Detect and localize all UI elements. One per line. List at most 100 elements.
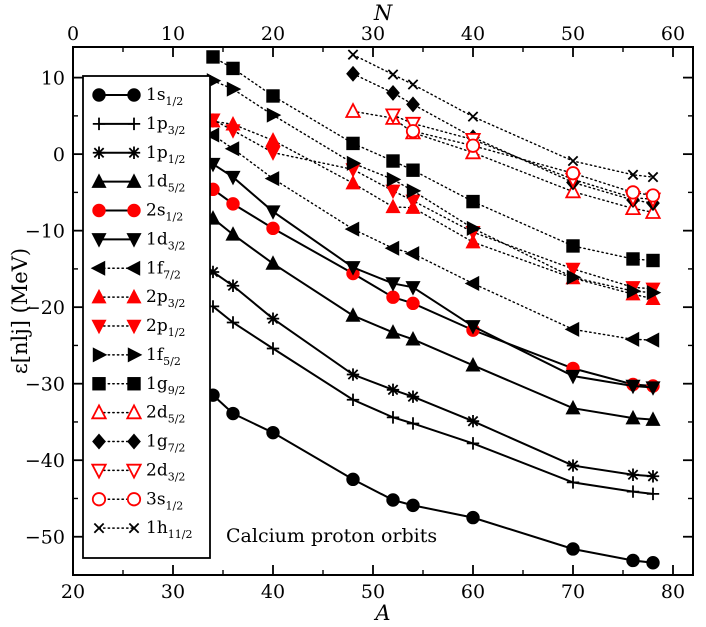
y-axis-title: ε[nlj] (MeV)	[8, 248, 32, 374]
data-point	[625, 409, 641, 425]
legend-label: 2p1/2	[146, 316, 185, 339]
data-point	[566, 542, 580, 556]
legend-entry: 1g7/2	[92, 432, 185, 455]
data-point	[406, 296, 420, 311]
data-point	[386, 171, 402, 187]
legend-entry: 1p3/2	[92, 114, 185, 137]
data-point	[266, 425, 280, 440]
legend-marker	[91, 173, 107, 188]
legend-marker	[92, 377, 106, 391]
data-point	[626, 485, 640, 498]
data-point	[225, 226, 241, 241]
series-3s1-2	[405, 124, 661, 203]
legend-marker	[91, 319, 107, 335]
legend-marker	[128, 522, 140, 534]
data-point	[226, 81, 242, 97]
legend-marker	[91, 233, 107, 248]
x-tick-label: 30	[161, 581, 185, 603]
data-point	[566, 476, 580, 489]
data-point	[645, 188, 661, 203]
data-point	[626, 553, 640, 568]
series-line	[212, 134, 654, 341]
legend-entry: 1p1/2	[92, 143, 185, 166]
x2-tick-label: 30	[361, 23, 385, 45]
data-point	[466, 437, 480, 450]
legend-label: 1s1/2	[146, 85, 183, 108]
series-1d3-2	[205, 157, 661, 396]
data-point	[627, 169, 639, 181]
series-1f5-2	[206, 73, 662, 301]
data-point	[467, 111, 479, 122]
data-point	[264, 171, 280, 187]
series-line	[212, 271, 654, 478]
y-tick-label: −20	[25, 297, 65, 319]
legend-label: 3s1/2	[146, 489, 183, 512]
data-point	[226, 316, 240, 329]
series-line	[212, 118, 654, 290]
data-point	[266, 312, 280, 325]
legend-entry: 1s1/2	[92, 85, 183, 108]
legend-label: 1d3/2	[146, 229, 185, 252]
legend-marker	[127, 203, 141, 218]
series-line	[212, 305, 654, 495]
data-point	[346, 368, 360, 381]
data-point	[385, 198, 401, 214]
data-point	[466, 194, 480, 209]
data-point	[644, 203, 662, 219]
legend-marker	[125, 463, 143, 480]
data-point	[466, 510, 480, 525]
legend-entry: 2p3/2	[91, 287, 185, 310]
data-point	[646, 470, 660, 483]
data-point	[346, 155, 362, 171]
legend-marker	[127, 117, 141, 131]
legend-entry: 2s1/2	[92, 201, 183, 224]
legend-marker	[92, 203, 106, 218]
data-point	[346, 136, 360, 151]
data-point	[206, 50, 220, 64]
legend-entry: 1h11/2	[93, 518, 192, 541]
data-point	[405, 281, 421, 296]
data-point	[387, 69, 399, 80]
data-point	[405, 124, 421, 139]
data-point	[346, 393, 360, 406]
series-1h11-2	[347, 49, 659, 183]
data-point	[626, 468, 640, 481]
data-point	[406, 390, 420, 403]
data-point	[646, 487, 660, 501]
data-point	[265, 146, 281, 161]
legend-marker	[126, 492, 142, 507]
series-line	[212, 79, 654, 294]
data-point	[565, 166, 581, 181]
series-1s1-2	[206, 388, 660, 570]
legend-label: 1d5/2	[146, 172, 185, 195]
series-1g9-2	[206, 50, 660, 268]
legend-label: 1h11/2	[146, 518, 192, 541]
legend-entry: 1d3/2	[91, 229, 185, 252]
legend-marker	[90, 403, 108, 420]
data-point	[224, 141, 240, 157]
data-point	[266, 89, 280, 103]
data-point	[406, 96, 420, 113]
legend-marker	[125, 260, 141, 276]
data-point	[404, 246, 420, 262]
x-tick-label: 40	[261, 581, 285, 603]
data-point	[225, 170, 241, 186]
data-point	[385, 184, 401, 200]
data-point	[405, 331, 421, 346]
legend-label: 1g9/2	[146, 374, 185, 397]
data-point	[566, 459, 580, 472]
legend-marker	[127, 377, 141, 391]
data-point	[346, 472, 360, 487]
data-point	[225, 124, 241, 139]
data-point	[226, 61, 240, 76]
y-tick-label: 10	[41, 68, 65, 90]
x-tick-label: 60	[461, 581, 485, 603]
data-point	[346, 65, 360, 82]
legend-marker	[127, 88, 141, 102]
data-point	[406, 183, 422, 199]
legend-entry: 3s1/2	[91, 489, 183, 512]
series-line	[212, 163, 654, 389]
legend-marker	[125, 403, 143, 420]
data-point	[465, 357, 481, 372]
x2-tick-label: 50	[561, 23, 585, 45]
